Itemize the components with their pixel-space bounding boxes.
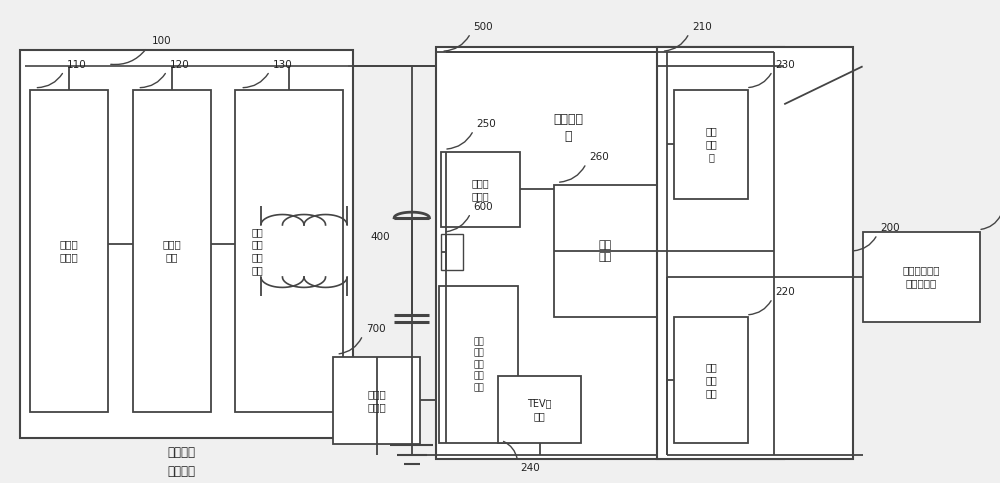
Text: 高频
传感
器: 高频 传感 器 [705, 127, 717, 162]
Text: 电源模块: 电源模块 [168, 465, 196, 478]
Bar [439, 286, 518, 442]
Bar [333, 356, 420, 444]
Text: TEV传
感器: TEV传 感器 [527, 398, 552, 421]
Bar [554, 185, 657, 317]
Bar [441, 234, 463, 270]
Text: 电源控
制模块: 电源控 制模块 [59, 240, 78, 262]
Text: 220: 220 [775, 287, 795, 298]
Text: 400: 400 [371, 232, 390, 242]
Text: 700: 700 [366, 324, 385, 334]
Text: 放电
模型: 放电 模型 [599, 240, 612, 262]
Bar [30, 90, 108, 412]
Bar [235, 90, 343, 412]
Text: 210: 210 [692, 22, 712, 32]
Bar [498, 376, 581, 442]
Text: 250: 250 [476, 119, 496, 129]
Text: 电源滤
波器: 电源滤 波器 [162, 240, 181, 262]
Bar [441, 152, 520, 227]
Bar [674, 317, 748, 442]
Text: 视频监
控系统: 视频监 控系统 [472, 178, 489, 201]
Text: 120: 120 [170, 60, 189, 70]
Text: 超声
波传
感器: 超声 波传 感器 [705, 362, 717, 398]
Text: 230: 230 [775, 60, 795, 70]
Text: 130: 130 [273, 60, 292, 70]
Bar [436, 47, 784, 459]
Bar [674, 90, 748, 199]
Text: 600: 600 [474, 202, 493, 212]
Text: 200: 200 [880, 224, 900, 233]
Bar [657, 47, 853, 459]
Text: 阻抗检
测模块: 阻抗检 测模块 [367, 389, 386, 412]
Text: 开关柜模
块: 开关柜模 块 [554, 113, 584, 142]
Text: 500: 500 [474, 22, 493, 32]
Text: 无局
放升
压变
压器: 无局 放升 压变 压器 [251, 227, 263, 275]
Bar [863, 232, 980, 322]
Bar [132, 90, 211, 412]
Text: 110: 110 [67, 60, 87, 70]
Text: 100: 100 [152, 37, 172, 46]
Text: 240: 240 [521, 463, 540, 472]
Text: 260: 260 [589, 153, 609, 162]
Text: 六氟
化硫
气压
检测
模块: 六氟 化硫 气压 检测 模块 [473, 337, 484, 392]
Bar [20, 50, 353, 438]
Text: 电脉冲局部放
电检测模块: 电脉冲局部放 电检测模块 [903, 266, 940, 288]
Text: 电源模块: 电源模块 [168, 446, 196, 459]
